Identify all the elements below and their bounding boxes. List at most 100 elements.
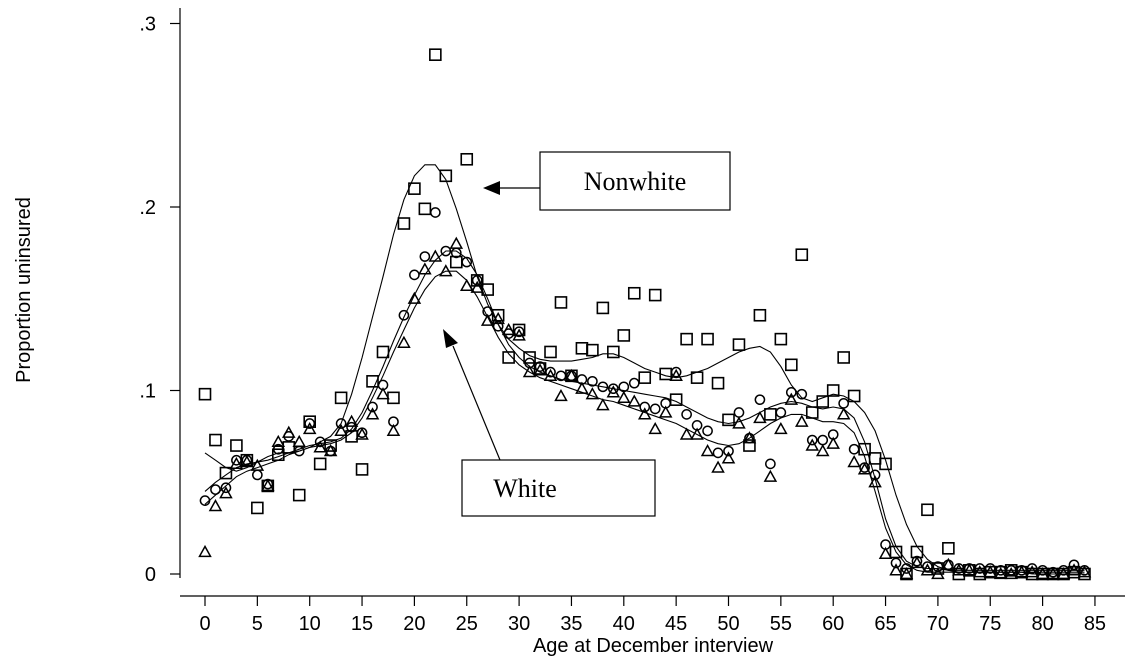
- markers: [198, 48, 1092, 581]
- marker-circle: [649, 403, 661, 415]
- marker-triangle: [983, 565, 998, 578]
- marker-square: [586, 343, 599, 357]
- marker-circle: [796, 388, 808, 400]
- marker-circle: [398, 309, 410, 321]
- marker-triangle: [826, 436, 840, 449]
- marker-square: [868, 452, 882, 465]
- marker-triangle: [292, 434, 307, 448]
- marker-square: [251, 501, 264, 515]
- marker-triangle: [711, 460, 725, 473]
- marker-circle: [346, 421, 357, 433]
- marker-square: [743, 439, 756, 452]
- marker-triangle: [480, 313, 495, 326]
- marker-circle: [639, 401, 651, 413]
- marker-triangle: [1067, 563, 1081, 576]
- marker-triangle: [993, 566, 1008, 580]
- marker-triangle: [805, 438, 820, 451]
- marker-square: [345, 430, 358, 443]
- marker-square: [512, 323, 526, 337]
- marker-circle: [723, 445, 734, 457]
- marker-circle: [702, 425, 713, 437]
- marker-circle: [932, 561, 944, 573]
- marker-circle: [995, 564, 1007, 576]
- marker-circle: [670, 366, 682, 378]
- marker-triangle: [522, 365, 537, 378]
- marker-square: [805, 406, 819, 419]
- marker-circle: [775, 407, 787, 418]
- marker-triangle: [428, 249, 443, 262]
- marker-square: [847, 389, 861, 403]
- marker-triangle: [271, 434, 286, 448]
- marker-triangle: [627, 394, 642, 407]
- marker-triangle: [721, 451, 736, 464]
- marker-triangle: [240, 455, 254, 468]
- x-tick-label: 75: [979, 613, 1001, 635]
- marker-circle: [304, 418, 316, 429]
- marker-square: [921, 503, 934, 517]
- marker-triangle: [952, 563, 966, 576]
- marker-triangle: [763, 469, 778, 482]
- marker-square: [722, 413, 735, 427]
- marker-triangle: [1025, 565, 1039, 578]
- marker-circle: [1037, 564, 1048, 576]
- marker-square: [303, 415, 317, 428]
- y-tick-label: .2: [139, 197, 156, 219]
- marker-triangle: [386, 423, 401, 437]
- marker-square: [198, 387, 212, 401]
- marker-square: [376, 345, 390, 359]
- marker-triangle: [774, 421, 788, 435]
- marker-triangle: [753, 410, 767, 424]
- marker-circle: [974, 563, 986, 574]
- marker-triangle: [700, 444, 715, 457]
- marker-triangle: [617, 390, 631, 403]
- marker-square: [209, 433, 222, 447]
- marker-square: [355, 463, 369, 476]
- marker-triangle: [355, 427, 369, 440]
- marker-circle: [199, 495, 211, 506]
- marker-square: [879, 457, 892, 471]
- marker-triangle: [376, 387, 390, 400]
- marker-square: [387, 391, 400, 405]
- marker-triangle: [365, 407, 380, 420]
- x-tick-label: 70: [927, 613, 949, 635]
- marker-circle: [838, 397, 850, 409]
- annotation-nonwhite: Nonwhite: [483, 151, 731, 211]
- marker-square: [397, 217, 411, 230]
- marker-triangle: [449, 236, 464, 249]
- plot-area: 0 .1 .2 .3 0 5 10 15 20 25 30 35 40 45 50 55 60 65 70 75 80…: [139, 8, 1125, 635]
- marker-triangle: [198, 544, 212, 558]
- marker-triangle: [868, 475, 882, 488]
- marker-circle: [545, 366, 556, 378]
- marker-circle: [471, 275, 483, 286]
- marker-square: [711, 376, 725, 390]
- marker-triangle: [554, 388, 568, 402]
- marker-triangle: [323, 444, 338, 457]
- marker-triangle: [533, 363, 547, 376]
- marker-triangle: [648, 421, 662, 435]
- marker-square: [523, 351, 536, 364]
- marker-circle: [272, 443, 284, 455]
- marker-circle: [712, 447, 724, 459]
- marker-triangle: [910, 555, 924, 569]
- marker-circle: [869, 469, 881, 481]
- annotation-label-nonwhite: Nonwhite: [584, 167, 687, 196]
- marker-square: [669, 393, 683, 406]
- marker-triangle: [1046, 566, 1060, 580]
- marker-triangle: [281, 425, 296, 438]
- marker-triangle: [470, 280, 484, 293]
- marker-square: [313, 457, 327, 471]
- marker-square: [680, 332, 693, 346]
- marker-circle: [555, 370, 567, 382]
- marker-triangle: [920, 563, 935, 576]
- marker-square: [219, 466, 233, 480]
- marker-square: [292, 488, 306, 502]
- marker-circle: [409, 269, 420, 281]
- annotation-box-white: [461, 459, 656, 517]
- x-ticks: 0 5 10 15 20 25 30 35 40 45 50 55 60 65 70 75 80 85: [199, 596, 1106, 635]
- marker-square: [826, 384, 840, 397]
- marker-circle: [314, 436, 326, 448]
- x-tick-label: 10: [299, 613, 321, 635]
- marker-square: [334, 391, 348, 405]
- marker-square: [230, 439, 243, 452]
- marker-circle: [1068, 559, 1080, 571]
